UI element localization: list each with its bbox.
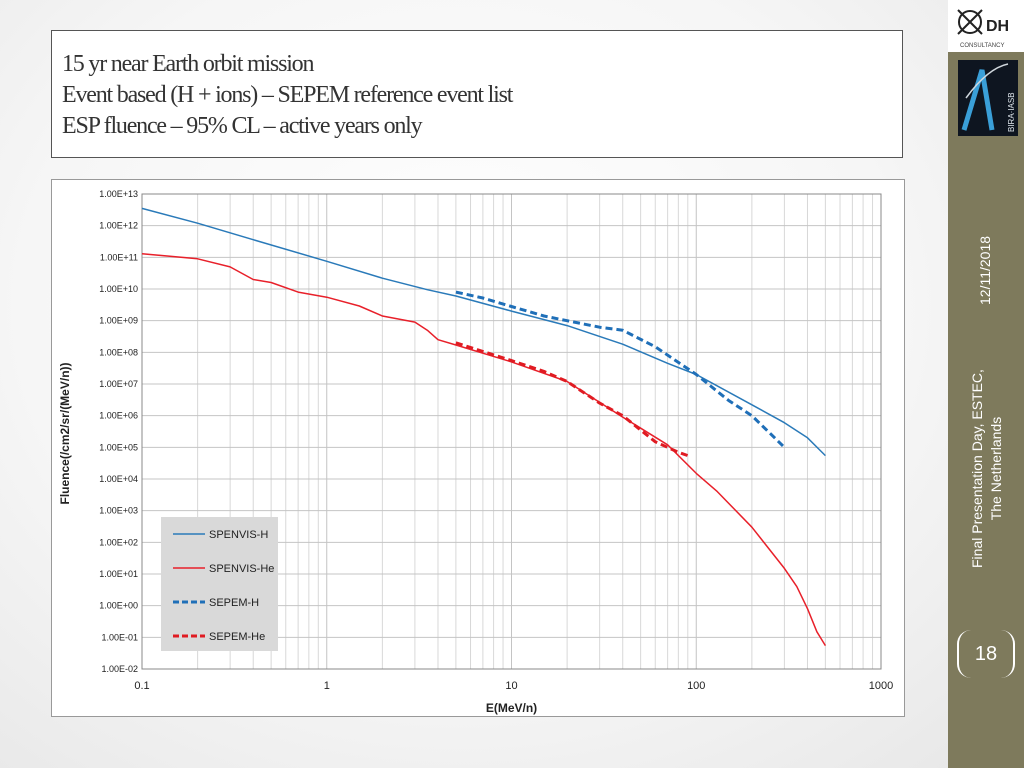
x-axis-title: E(MeV/n): [486, 701, 537, 715]
plot-frame: [141, 193, 882, 670]
y-tick-label: 1.00E+01: [99, 569, 138, 579]
legend-label: SEPEM-He: [209, 631, 265, 643]
y-tick-label: 1.00E+13: [99, 189, 138, 199]
x-tick-label: 100: [687, 680, 705, 692]
series-line-spenvis-he: [141, 252, 827, 646]
y-tick-label: 1.00E+00: [99, 601, 138, 611]
x-tick-label: 0.1: [134, 680, 149, 692]
y-tick-label: 1.00E+08: [99, 347, 138, 357]
y-tick-label: 1.00E-02: [101, 664, 138, 674]
y-tick-label: 1.00E+12: [99, 221, 138, 231]
dh-consultancy-logo: DH CONSULTANCY: [948, 0, 1024, 52]
y-tick-label: 1.00E+11: [100, 252, 138, 262]
footer-line-1: Final Presentation Day, ESTEC,: [969, 369, 985, 568]
bira-logo-text: BIRA·IASB: [1007, 92, 1016, 132]
y-tick-label: 1.00E+09: [99, 316, 138, 326]
y-axis-title: Fluence(/cm2/sr/(MeV/n)): [58, 362, 72, 504]
x-tick-label: 10: [505, 680, 517, 692]
title-line-3: ESP fluence – 95% CL – active years only: [62, 113, 423, 139]
title-line-2: Event based (H + ions) – SEPEM reference…: [62, 82, 513, 108]
y-tick-label: 1.00E+03: [99, 506, 138, 516]
y-tick-label: 1.00E+10: [99, 284, 138, 294]
dh-logo-icon: DH CONSULTANCY: [957, 9, 1009, 49]
y-tick-label: 1.00E+06: [99, 411, 138, 421]
dh-logo-subtext: CONSULTANCY: [960, 43, 1004, 49]
x-tick-label: 1000: [869, 680, 893, 692]
y-tick-label: 1.00E+04: [99, 474, 138, 484]
y-tick-label: 1.00E+07: [99, 379, 138, 389]
chart-box: 1.00E-02 1.00E-01 1.00E+00 1.00E+01 1.00E+02…: [51, 179, 905, 717]
series-line-spenvis-h: [141, 207, 826, 457]
bira-iasb-logo: BIRA·IASB: [958, 60, 1018, 136]
y-tick-label: 1.00E+05: [99, 442, 138, 452]
slide-footer: Final Presentation Day, ESTEC, The Nethe…: [968, 369, 1006, 568]
footer-line-2: The Netherlands: [988, 416, 1004, 521]
legend-label: SPENVIS-He: [209, 563, 274, 575]
slide-date: 12/11/2018: [977, 235, 993, 305]
legend-box: [161, 517, 278, 651]
title-line-1: 15 yr near Earth orbit mission: [62, 51, 314, 77]
legend-label: SEPEM-H: [209, 597, 259, 609]
bira-logo-icon: BIRA·IASB: [961, 63, 1016, 132]
title-box: 15 yr near Earth orbit mission Event bas…: [51, 30, 903, 158]
x-tick-label: 1: [324, 680, 330, 692]
legend-label: SPENVIS-H: [209, 529, 268, 541]
series-line-sepem-he: [455, 341, 689, 458]
fluence-chart: 1.00E-02 1.00E-01 1.00E+00 1.00E+01 1.00E+02…: [58, 189, 893, 715]
dh-logo-text: DH: [986, 18, 1009, 35]
series-line-sepem-h: [455, 290, 786, 449]
y-tick-label: 1.00E+02: [99, 537, 138, 547]
page-number: 18: [957, 630, 1015, 678]
y-tick-label: 1.00E-01: [101, 632, 138, 642]
